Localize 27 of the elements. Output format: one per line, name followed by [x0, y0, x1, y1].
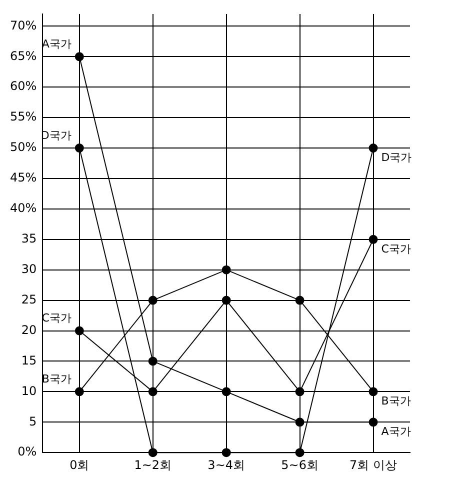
y-tick-label: 20 — [21, 322, 37, 337]
y-tick-label: 30 — [21, 262, 37, 276]
text: C국가 — [42, 312, 72, 325]
x-tick-label: 1~2회 — [134, 458, 172, 472]
text: A국가 — [42, 38, 72, 50]
y-tick-label: 50% — [10, 140, 37, 154]
series-label: B국가 — [381, 394, 411, 408]
y-tick-label: 5 — [29, 414, 37, 428]
x-tick-label: 3~4회 — [208, 458, 245, 472]
series-label: D국가 — [381, 150, 412, 164]
y-tick-label: 70% — [10, 18, 37, 32]
series-label: A국가 — [381, 425, 411, 438]
y-tick-label: 60% — [10, 79, 37, 94]
y-tick-label: 40% — [10, 201, 37, 216]
y-tick-label: 65% — [10, 48, 37, 63]
y-tick-label: 25 — [21, 292, 37, 306]
x-tick-label: 0회 — [70, 458, 90, 472]
x-tick-label: 5~6회 — [281, 458, 318, 472]
y-tick-label: 55% — [10, 110, 37, 124]
y-tick-label: 15 — [21, 353, 37, 368]
y-tick-label: 10 — [21, 384, 37, 398]
series-label: C국가 — [381, 242, 411, 256]
y-tick-label: 0% — [18, 444, 37, 459]
y-tick-label: 45% — [10, 170, 37, 185]
y-tick-label: 35 — [21, 232, 37, 246]
text: B국가 — [42, 372, 72, 386]
x-tick-label: 7회 이상 — [350, 458, 397, 472]
